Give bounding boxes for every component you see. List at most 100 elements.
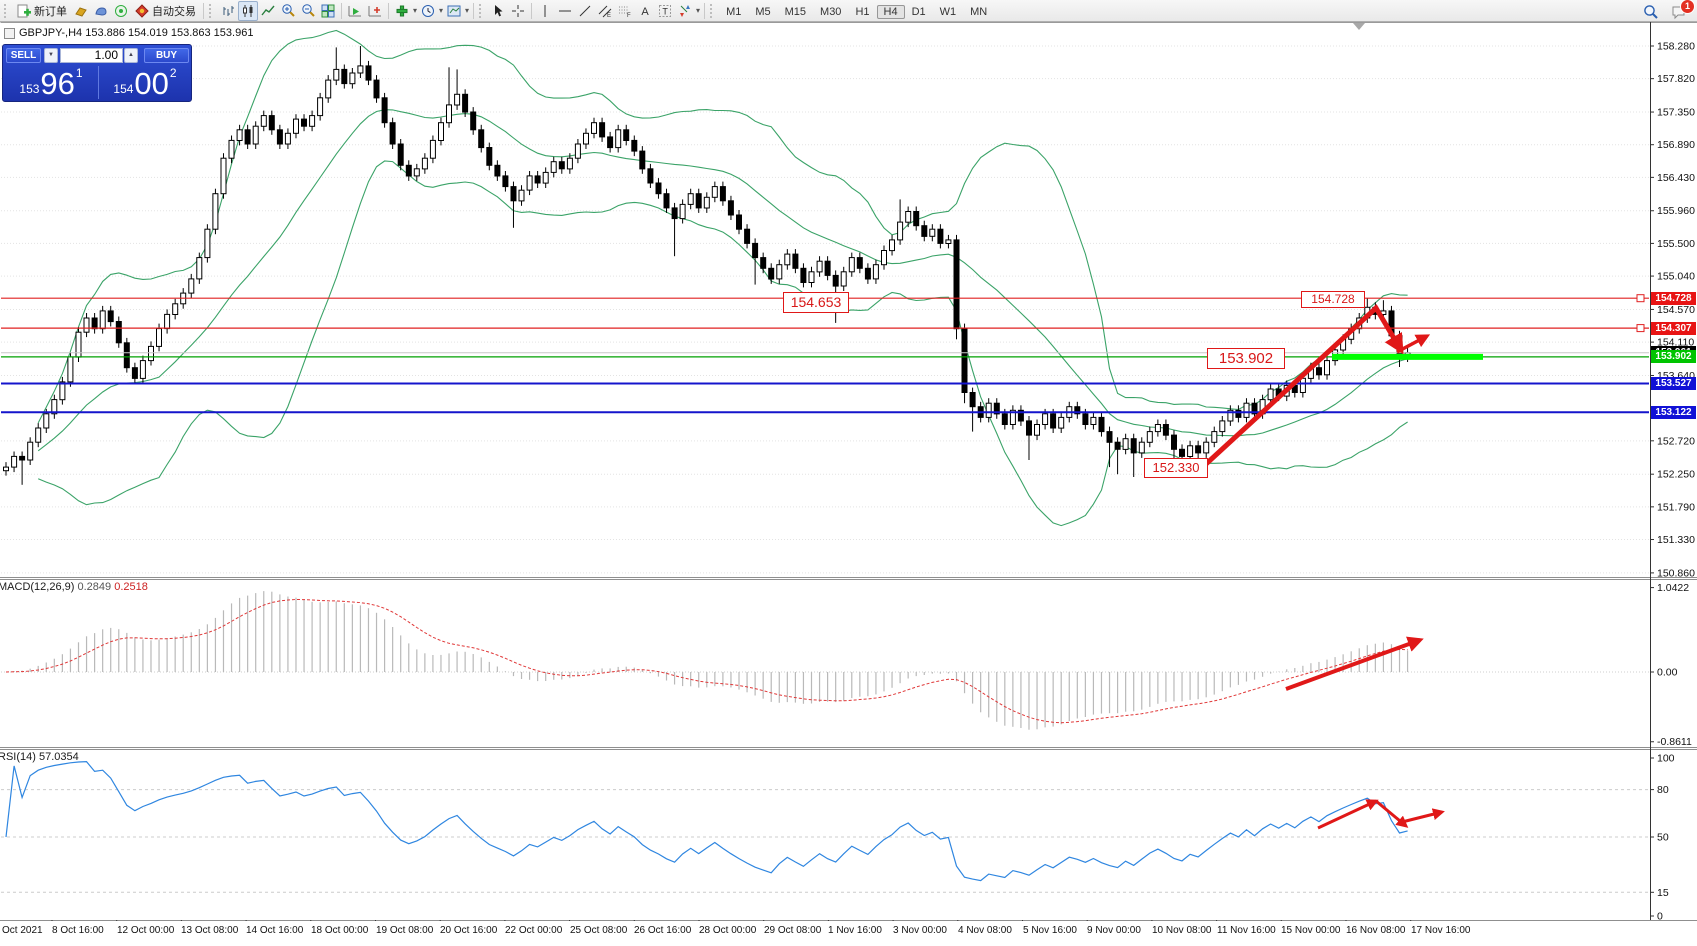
auto-scroll-icon[interactable] xyxy=(345,1,365,21)
date-label: 5 Nov 16:00 xyxy=(1023,925,1077,936)
cursor-icon[interactable] xyxy=(488,1,508,21)
shapes-dropdown-caret[interactable]: ▾ xyxy=(696,6,701,15)
chart-shift-marker[interactable] xyxy=(1353,23,1365,30)
toolbar-separator xyxy=(473,2,475,19)
toolbar-separator xyxy=(203,2,204,19)
svg-text:155.960: 155.960 xyxy=(1657,205,1695,217)
auto-trading-button[interactable]: 自动交易 xyxy=(131,2,200,20)
text-label-tool-icon[interactable]: T xyxy=(655,1,675,21)
zoom-in-icon[interactable] xyxy=(278,1,298,21)
date-label: 26 Oct 16:00 xyxy=(634,925,692,936)
arrows-shapes-icon[interactable] xyxy=(675,1,695,21)
timeframe-h1[interactable]: H1 xyxy=(855,5,870,18)
horizontal-line-tool-icon[interactable] xyxy=(555,1,575,21)
symbol-ohlc-text: GBPJPY-,H4 153.886 154.019 153.863 153.9… xyxy=(19,27,254,39)
date-label: 19 Oct 08:00 xyxy=(376,925,434,936)
sell-button[interactable]: SELL xyxy=(6,48,41,63)
crosshair-icon[interactable] xyxy=(508,1,528,21)
timeframe-h4[interactable]: H4 xyxy=(876,4,905,19)
gold-tool-icon[interactable] xyxy=(71,1,91,21)
svg-text:151.330: 151.330 xyxy=(1657,534,1695,546)
buy-button[interactable]: BUY xyxy=(144,48,189,63)
search-icon[interactable] xyxy=(1641,2,1661,22)
timeframe-m5[interactable]: M5 xyxy=(755,5,771,18)
timeframe-mn[interactable]: MN xyxy=(970,5,988,18)
lot-increase-button[interactable]: ▲ xyxy=(124,48,138,63)
toolbar-separator xyxy=(531,2,533,19)
timeframe-m30[interactable]: M30 xyxy=(820,5,842,18)
chart-shift-icon[interactable] xyxy=(365,1,385,21)
price-badge-support-blue-1: 153.527 xyxy=(1651,377,1696,390)
lot-decrease-button[interactable]: ▼ xyxy=(44,48,58,63)
toolbar-grip[interactable] xyxy=(710,3,715,18)
svg-text:151.790: 151.790 xyxy=(1657,501,1695,513)
bar-chart-type-icon[interactable] xyxy=(218,1,238,21)
templates-icon[interactable] xyxy=(444,1,464,21)
auto-trading-label: 自动交易 xyxy=(152,5,196,18)
timeframe-m1[interactable]: M1 xyxy=(726,5,742,18)
svg-text:1.0422: 1.0422 xyxy=(1657,582,1689,594)
new-order-label: 新订单 xyxy=(34,5,67,18)
toolbar-grip[interactable] xyxy=(4,3,9,18)
svg-text:155.040: 155.040 xyxy=(1657,271,1695,283)
notifications-icon[interactable]: 1 xyxy=(1669,0,1695,22)
svg-text:80: 80 xyxy=(1657,784,1669,796)
text-tool-icon[interactable]: A xyxy=(635,1,655,21)
chart-area[interactable]: 158.280 157.820 157.350 156.890 156.430 155.9… xyxy=(0,22,1697,941)
price-annotation-153902[interactable]: 153.902 xyxy=(1207,348,1285,369)
svg-text:156.430: 156.430 xyxy=(1657,172,1695,184)
date-label: 17 Nov 16:00 xyxy=(1411,925,1471,936)
new-order-button[interactable]: 新订单 xyxy=(13,2,71,20)
templates-dropdown-caret[interactable]: ▾ xyxy=(465,6,470,15)
history-icon[interactable] xyxy=(91,1,111,21)
indicators-dropdown-caret[interactable]: ▾ xyxy=(413,6,418,15)
tile-windows-icon[interactable] xyxy=(318,1,338,21)
fibonacci-tool-icon[interactable]: F xyxy=(615,1,635,21)
bid-price[interactable]: 153 96 1 xyxy=(5,62,97,102)
svg-text:T: T xyxy=(662,6,668,16)
toolbar-right-icons: 1 xyxy=(1641,0,1695,22)
signal-icon[interactable] xyxy=(111,1,131,21)
svg-text:150.860: 150.860 xyxy=(1657,567,1695,579)
svg-text:100: 100 xyxy=(1657,753,1675,765)
svg-text:152.250: 152.250 xyxy=(1657,469,1695,481)
price-badge-support-green: 153.902 xyxy=(1651,350,1696,363)
timeframe-w1[interactable]: W1 xyxy=(939,5,957,18)
price-badge-resistance-1: 154.728 xyxy=(1651,292,1696,305)
rsi-indicator-label: RSI(14) 57.0354 xyxy=(0,751,79,763)
date-label: 8 Oct 16:00 xyxy=(52,925,104,936)
macd-signal-value: 0.2518 xyxy=(114,581,148,593)
date-label: 10 Nov 08:00 xyxy=(1152,925,1212,936)
main-toolbar: 新订单 自动交易 ▾ ▾ ▾ E F xyxy=(0,0,1697,22)
bid-pips: 96 xyxy=(40,66,75,101)
line-chart-type-icon[interactable] xyxy=(258,1,278,21)
date-label: 3 Nov 00:00 xyxy=(893,925,947,936)
timeframe-m15[interactable]: M15 xyxy=(784,5,807,18)
price-chart-canvas[interactable]: 158.280 157.820 157.350 156.890 156.430 155.9… xyxy=(0,22,1697,946)
toolbar-grip[interactable] xyxy=(209,3,214,18)
trendline-tool-icon[interactable] xyxy=(575,1,595,21)
toolbar-separator xyxy=(341,2,342,19)
date-label: 28 Oct 00:00 xyxy=(699,925,757,936)
periods-clock-icon[interactable] xyxy=(418,1,438,21)
ask-pipette: 2 xyxy=(169,66,177,80)
price-annotation-152330[interactable]: 152.330 xyxy=(1144,458,1208,478)
ask-price[interactable]: 154 00 2 xyxy=(99,62,191,102)
svg-text:154.110: 154.110 xyxy=(1657,337,1694,349)
toolbar-grip[interactable] xyxy=(479,3,484,18)
channel-tool-icon[interactable]: E xyxy=(595,1,615,21)
lot-size-input[interactable]: 1.00 xyxy=(60,48,123,63)
timeframe-d1[interactable]: D1 xyxy=(911,5,926,18)
svg-text:50: 50 xyxy=(1657,832,1669,844)
date-label: 18 Oct 00:00 xyxy=(311,925,369,936)
date-axis[interactable]: Oct 2021 8 Oct 16:00 12 Oct 00:00 13 Oct 08… xyxy=(0,921,1697,941)
zoom-out-icon[interactable] xyxy=(298,1,318,21)
svg-text:-0.8611: -0.8611 xyxy=(1657,736,1692,748)
price-annotation-154653[interactable]: 154.653 xyxy=(783,292,849,313)
periods-dropdown-caret[interactable]: ▾ xyxy=(439,6,444,15)
candlestick-chart-type-icon[interactable] xyxy=(238,0,258,21)
price-annotation-154728[interactable]: 154.728 xyxy=(1301,291,1365,308)
notification-count-badge: 1 xyxy=(1680,0,1695,14)
vertical-line-tool-icon[interactable] xyxy=(535,1,555,21)
indicators-icon[interactable] xyxy=(392,1,412,21)
